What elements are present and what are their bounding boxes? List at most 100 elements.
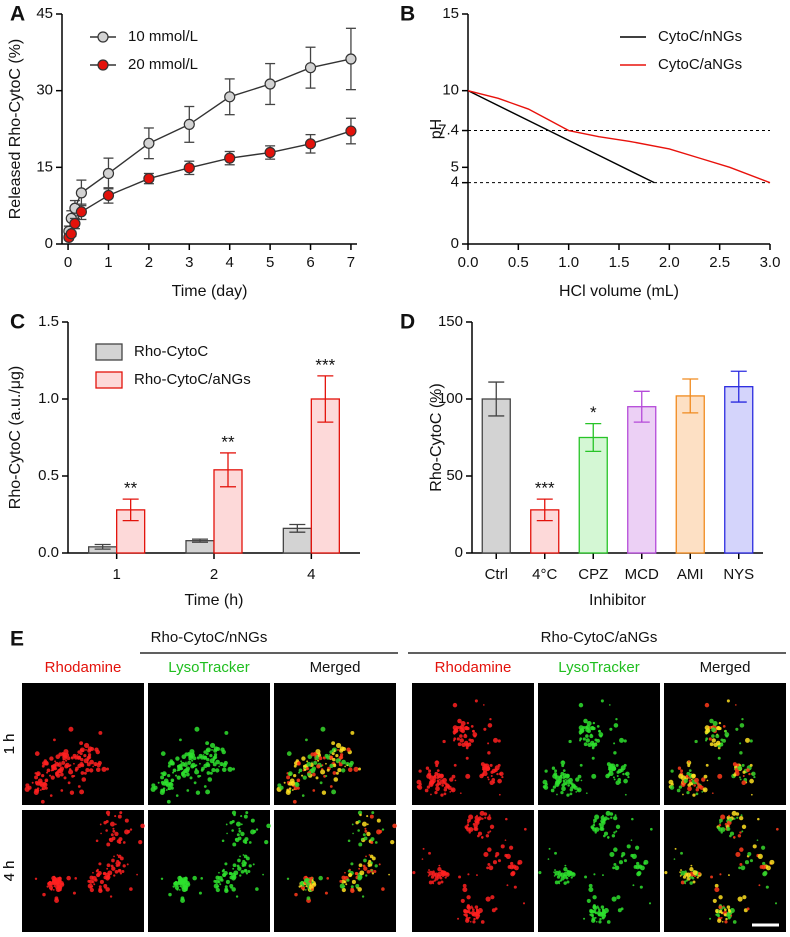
cell-signal xyxy=(364,827,367,830)
marker xyxy=(304,62,317,74)
cell-signal xyxy=(244,841,248,844)
row-label: 4 h xyxy=(1,861,18,882)
cell-signal xyxy=(46,771,49,774)
cell-signal xyxy=(746,907,750,911)
cell-signal xyxy=(474,905,479,909)
cell-signal xyxy=(167,774,171,778)
cell-signal xyxy=(374,841,378,844)
x-tick-label: 0 xyxy=(64,254,72,271)
x-tick-label: MCD xyxy=(625,566,659,583)
cell-signal xyxy=(757,853,763,859)
cell-signal xyxy=(622,772,625,776)
cell-signal xyxy=(476,874,478,876)
cell-signal xyxy=(670,769,674,773)
cell-signal xyxy=(335,742,342,749)
cell-signal xyxy=(579,728,585,733)
cell-signal xyxy=(682,875,687,879)
x-tick-label: 1.0 xyxy=(558,254,579,271)
cell-signal xyxy=(687,764,691,768)
cell-signal xyxy=(187,760,192,765)
column-label: Merged xyxy=(310,659,361,676)
cell-signal xyxy=(162,787,166,790)
legend-label: Rho-CytoC xyxy=(134,343,208,360)
cell-signal xyxy=(607,817,610,820)
cell-signal xyxy=(497,763,501,767)
cell-signal xyxy=(444,876,447,879)
cell-signal xyxy=(180,896,185,901)
cell-signal xyxy=(602,910,606,913)
cell-signal xyxy=(487,815,492,821)
panel-letter: A xyxy=(10,3,25,26)
cell-signal xyxy=(116,854,119,856)
cell-signal xyxy=(481,817,484,820)
cell-signal xyxy=(370,837,375,842)
cell-signal xyxy=(98,888,103,894)
x-tick-label: 0.5 xyxy=(508,254,529,271)
cell-signal xyxy=(357,875,362,881)
cell-signal xyxy=(428,870,434,876)
cell-signal xyxy=(561,760,564,763)
cell-signal xyxy=(320,726,326,732)
cell-signal xyxy=(577,774,582,779)
cell-signal xyxy=(36,787,40,790)
cell-signal xyxy=(262,873,264,876)
cell-signal xyxy=(685,774,689,778)
cell-signal xyxy=(48,885,54,890)
x-tick-label: 2 xyxy=(210,566,218,583)
cell-signal xyxy=(217,880,221,884)
cell-signal xyxy=(493,768,498,773)
cell-signal xyxy=(434,760,440,766)
cell-signal xyxy=(597,908,601,912)
cell-signal xyxy=(602,818,607,822)
cell-signal xyxy=(235,895,239,898)
cell-signal xyxy=(722,738,726,743)
cell-signal xyxy=(437,776,440,779)
cell-signal xyxy=(213,883,219,889)
cell-signal xyxy=(591,918,596,923)
cell-signal xyxy=(358,863,363,868)
cell-signal xyxy=(585,734,589,738)
cell-signal xyxy=(160,877,164,881)
cell-signal xyxy=(585,738,590,743)
cell-signal xyxy=(613,778,616,781)
cell-signal xyxy=(203,785,207,788)
cell-signal xyxy=(283,781,286,784)
cell-signal xyxy=(765,885,769,889)
cell-signal xyxy=(234,838,238,841)
cell-signal xyxy=(279,785,284,790)
y-tick-label: 15 xyxy=(442,5,459,22)
cell-signal xyxy=(472,732,478,737)
cell-signal xyxy=(347,869,351,873)
cell-signal xyxy=(563,881,567,885)
cell-signal xyxy=(682,793,684,796)
cell-signal xyxy=(79,789,85,795)
cell-signal xyxy=(639,885,643,889)
cell-signal xyxy=(245,872,249,875)
cell-signal xyxy=(351,823,354,826)
cell-signal xyxy=(345,883,348,886)
cell-signal xyxy=(589,910,593,914)
panel-letter: C xyxy=(10,311,25,334)
cell-signal xyxy=(551,766,556,770)
cell-signal xyxy=(238,827,241,830)
cell-signal xyxy=(457,917,460,920)
cell-signal xyxy=(493,737,498,743)
cell-signal xyxy=(683,880,687,883)
cell-signal xyxy=(474,911,480,917)
cell-signal xyxy=(575,777,580,782)
cell-signal xyxy=(480,762,485,767)
cell-signal xyxy=(203,763,208,768)
cell-signal xyxy=(331,741,336,746)
cell-signal xyxy=(731,810,737,816)
cell-signal xyxy=(109,895,113,898)
cell-signal xyxy=(613,742,616,745)
cell-signal xyxy=(762,861,766,866)
cell-signal xyxy=(168,782,174,788)
cell-signal xyxy=(80,757,84,762)
cell-signal xyxy=(718,905,723,910)
column-label: LysoTracker xyxy=(168,659,249,676)
cell-signal xyxy=(438,782,442,786)
cell-signal xyxy=(594,814,600,820)
cell-signal xyxy=(741,824,747,829)
cell-signal xyxy=(350,730,355,735)
